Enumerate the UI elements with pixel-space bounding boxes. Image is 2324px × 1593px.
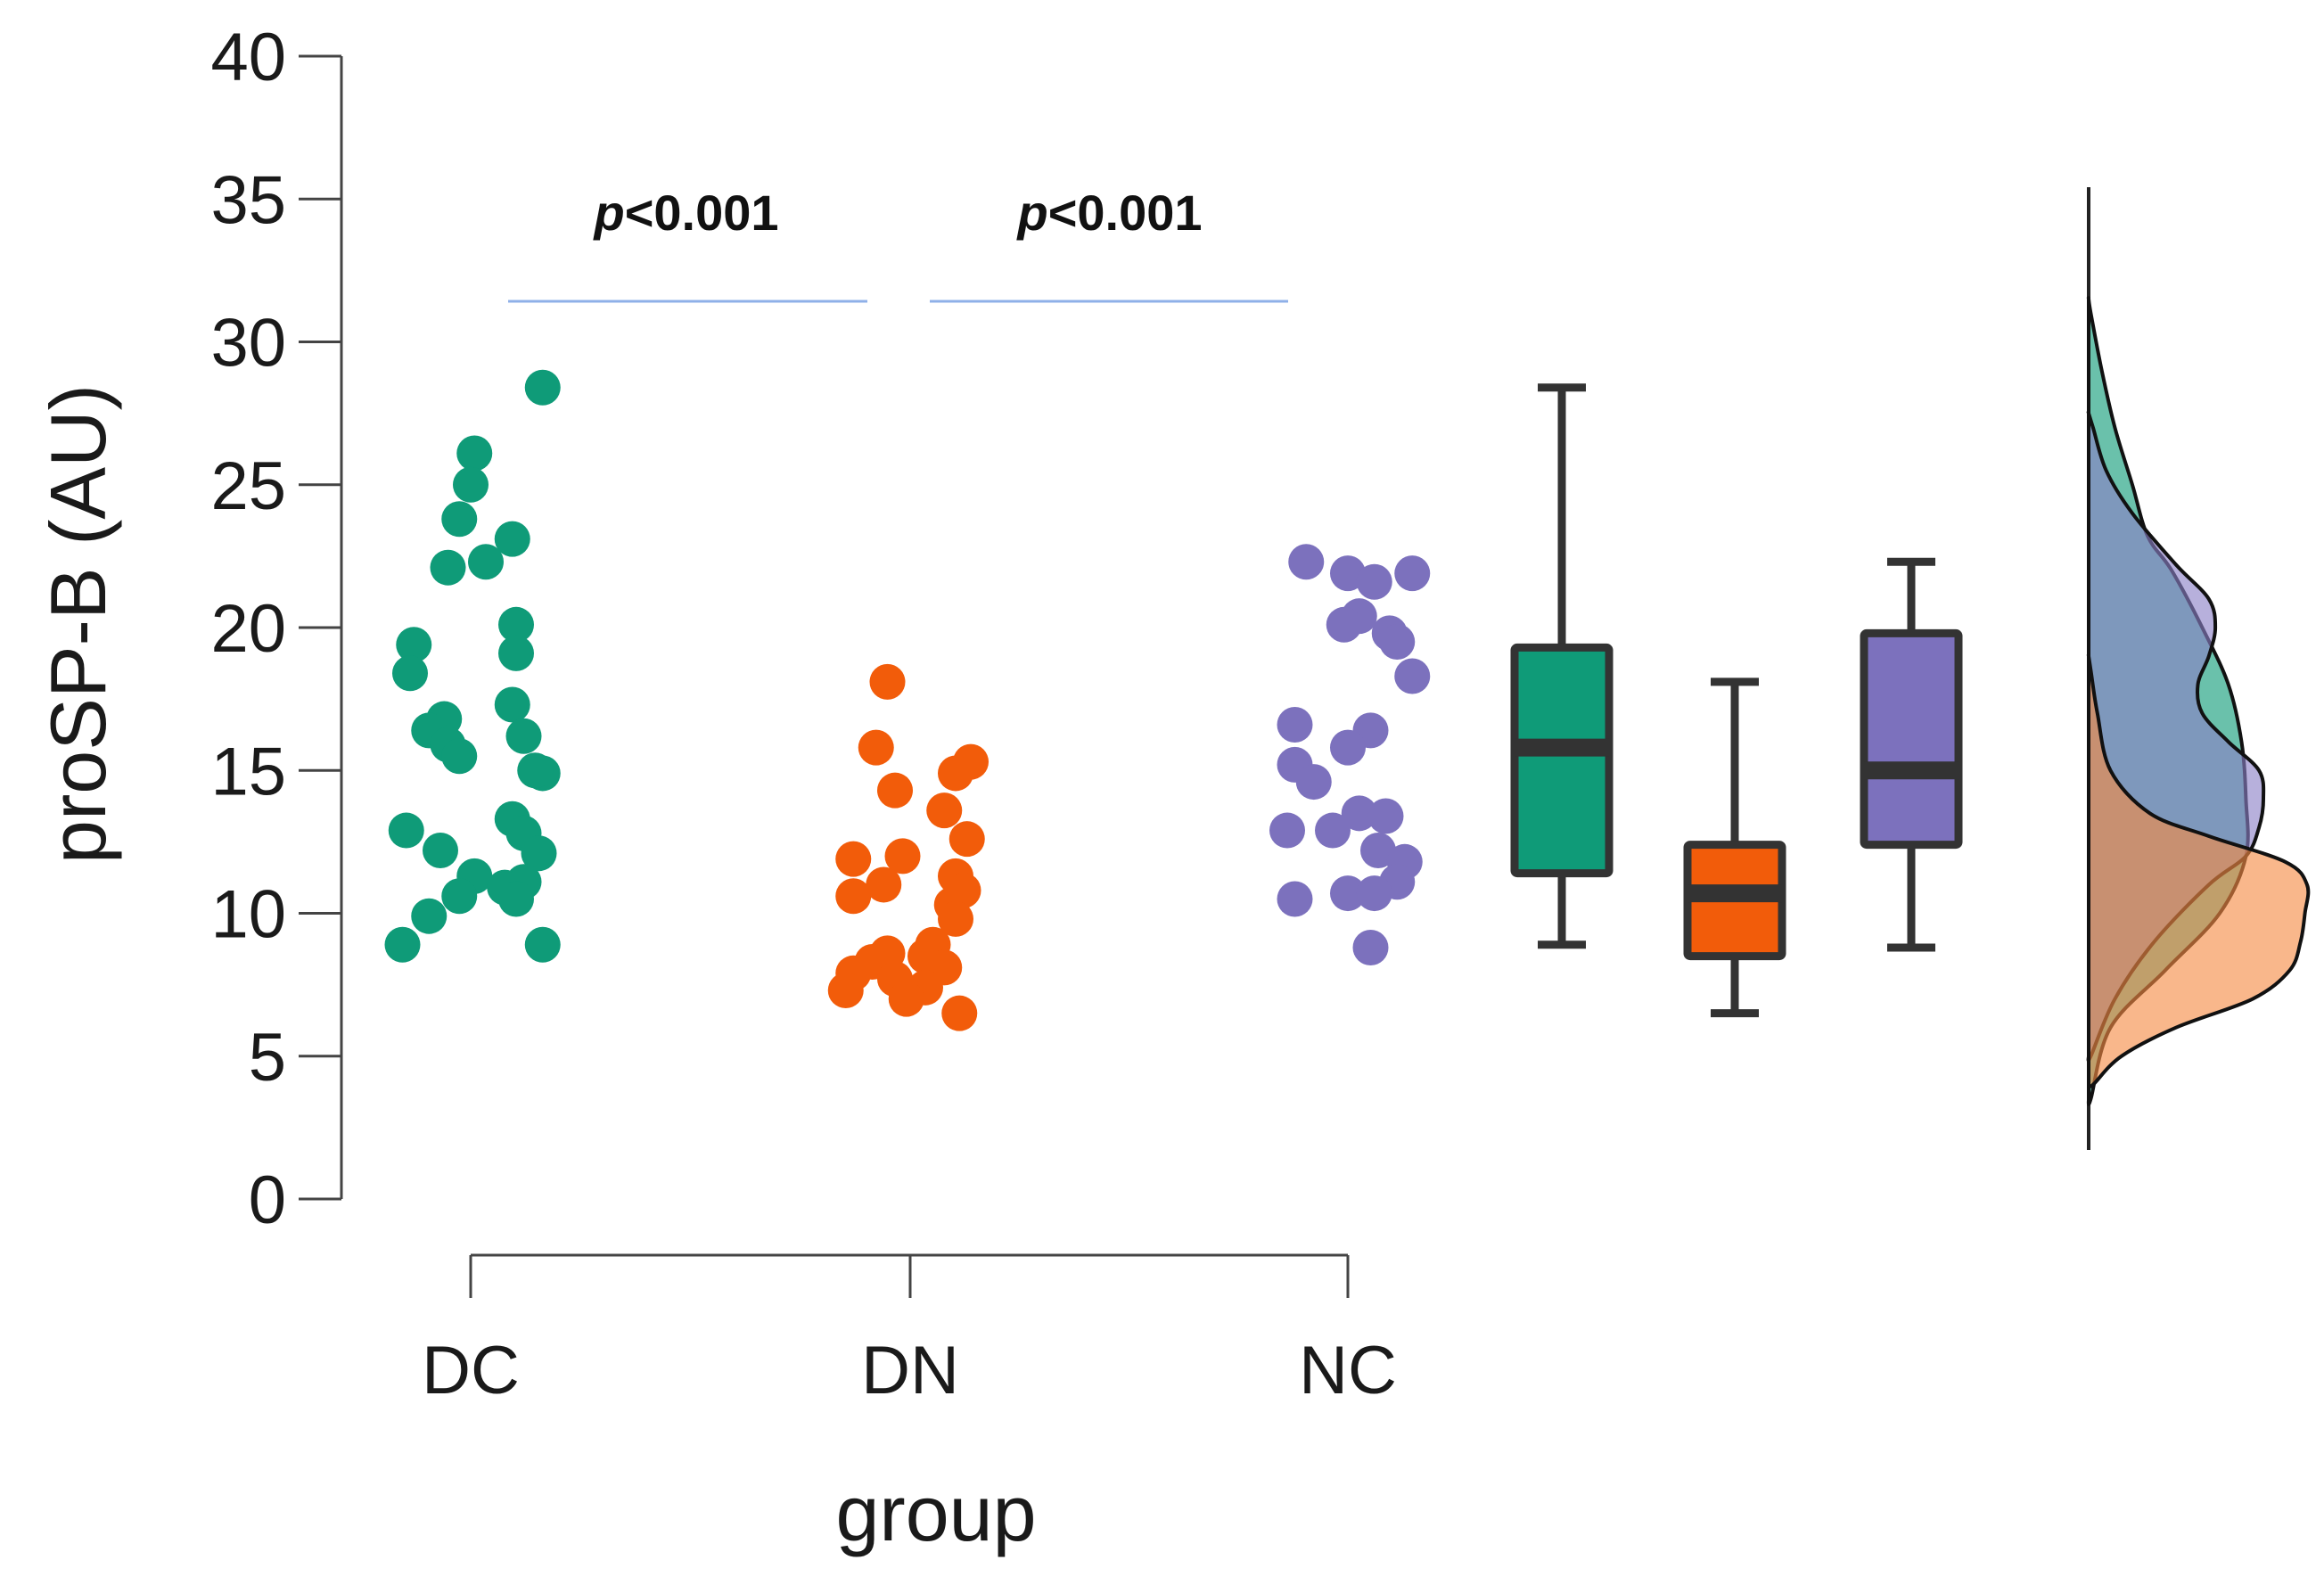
point-DN-8 bbox=[884, 838, 921, 875]
point-NC-22 bbox=[1330, 875, 1366, 912]
points-DC bbox=[384, 369, 561, 963]
point-DC-5 bbox=[494, 521, 530, 557]
y-tick-label-30: 30 bbox=[210, 306, 286, 382]
point-DC-31 bbox=[384, 926, 421, 963]
point-DN-4 bbox=[938, 755, 973, 792]
point-DC-24 bbox=[521, 835, 557, 872]
point-NC-3 bbox=[1394, 555, 1431, 592]
y-tick-label-20: 20 bbox=[210, 591, 286, 667]
point-NC-24 bbox=[1277, 881, 1313, 917]
box-DC bbox=[1510, 643, 1614, 878]
point-DN-9 bbox=[835, 841, 872, 877]
point-NC-16 bbox=[1367, 798, 1404, 834]
significance-annotations: p<0.001 p<0.001 bbox=[508, 185, 1288, 303]
point-NC-14 bbox=[1295, 764, 1332, 801]
point-DC-10 bbox=[498, 635, 534, 671]
point-DN-5 bbox=[877, 772, 913, 809]
y-tick-label-10: 10 bbox=[210, 877, 286, 953]
boxplot-DC bbox=[1510, 383, 1614, 949]
x-tick-label-NC: NC bbox=[1299, 1333, 1397, 1408]
point-NC-18 bbox=[1315, 812, 1351, 849]
point-DC-23 bbox=[423, 832, 458, 868]
point-NC-15 bbox=[1341, 795, 1377, 832]
jitter-points bbox=[384, 369, 1431, 1031]
point-DC-6 bbox=[430, 549, 466, 586]
point-DN-24 bbox=[827, 973, 864, 1009]
p-value-label-1: p<0.001 bbox=[592, 185, 778, 241]
point-NC-10 bbox=[1277, 706, 1313, 743]
point-DC-8 bbox=[498, 606, 534, 643]
point-DN-25 bbox=[888, 981, 924, 1017]
point-NC-4 bbox=[1356, 563, 1392, 600]
point-DC-32 bbox=[524, 926, 561, 963]
point-NC-12 bbox=[1330, 729, 1366, 766]
points-DN bbox=[827, 663, 989, 1031]
points-NC bbox=[1269, 544, 1431, 965]
point-NC-17 bbox=[1269, 812, 1305, 849]
point-DN-1 bbox=[869, 663, 906, 700]
point-DC-30 bbox=[411, 898, 448, 934]
y-axis: 0 5 10 15 20 25 30 35 40 bbox=[210, 20, 343, 1238]
point-DC-3 bbox=[453, 466, 489, 503]
point-DC-29 bbox=[498, 881, 534, 917]
y-tick-label-5: 5 bbox=[249, 1020, 286, 1096]
point-NC-6 bbox=[1326, 606, 1362, 643]
boxplot-NC bbox=[1860, 557, 1963, 952]
point-DC-7 bbox=[468, 544, 504, 580]
y-tick-label-0: 0 bbox=[249, 1162, 286, 1238]
point-DC-28 bbox=[441, 878, 478, 915]
point-DC-17 bbox=[441, 738, 478, 775]
point-NC-8 bbox=[1379, 624, 1416, 661]
y-axis-title: proSP-B (AU) bbox=[34, 384, 122, 864]
point-DC-16 bbox=[505, 718, 542, 754]
x-axis-title: group bbox=[835, 1469, 1036, 1557]
point-DN-6 bbox=[926, 792, 963, 829]
y-tick-label-25: 25 bbox=[210, 448, 286, 524]
point-DC-12 bbox=[494, 686, 530, 723]
y-tick-label-35: 35 bbox=[210, 162, 286, 238]
point-NC-1 bbox=[1288, 544, 1325, 580]
point-DN-11 bbox=[866, 866, 902, 903]
point-DN-2 bbox=[858, 729, 894, 766]
y-tick-label-40: 40 bbox=[210, 20, 286, 95]
p-value-label-2: p<0.001 bbox=[1015, 185, 1202, 241]
density-DN bbox=[2086, 653, 2311, 1089]
point-DC-9 bbox=[396, 627, 432, 663]
y-tick-label-15: 15 bbox=[210, 734, 286, 809]
point-NC-9 bbox=[1394, 658, 1431, 694]
point-DN-26 bbox=[941, 995, 978, 1031]
point-DC-4 bbox=[441, 501, 478, 538]
boxplots bbox=[1510, 383, 1963, 1018]
point-DC-11 bbox=[392, 655, 428, 692]
x-tick-label-DN: DN bbox=[861, 1333, 959, 1408]
boxplot-DN bbox=[1683, 677, 1786, 1018]
box-NC bbox=[1860, 628, 1963, 850]
point-DC-19 bbox=[517, 752, 554, 789]
point-DC-1 bbox=[524, 369, 561, 406]
point-NC-23 bbox=[1356, 875, 1392, 912]
density-curves bbox=[2086, 187, 2311, 1150]
x-tick-label-DC: DC bbox=[422, 1333, 520, 1408]
x-axis: DC DN NC bbox=[422, 1253, 1397, 1408]
point-DC-2 bbox=[456, 435, 493, 472]
point-DN-7 bbox=[948, 821, 985, 858]
point-NC-25 bbox=[1352, 929, 1389, 965]
point-DC-21 bbox=[388, 812, 424, 849]
point-DN-13 bbox=[835, 878, 872, 915]
point-DN-15 bbox=[938, 900, 973, 937]
